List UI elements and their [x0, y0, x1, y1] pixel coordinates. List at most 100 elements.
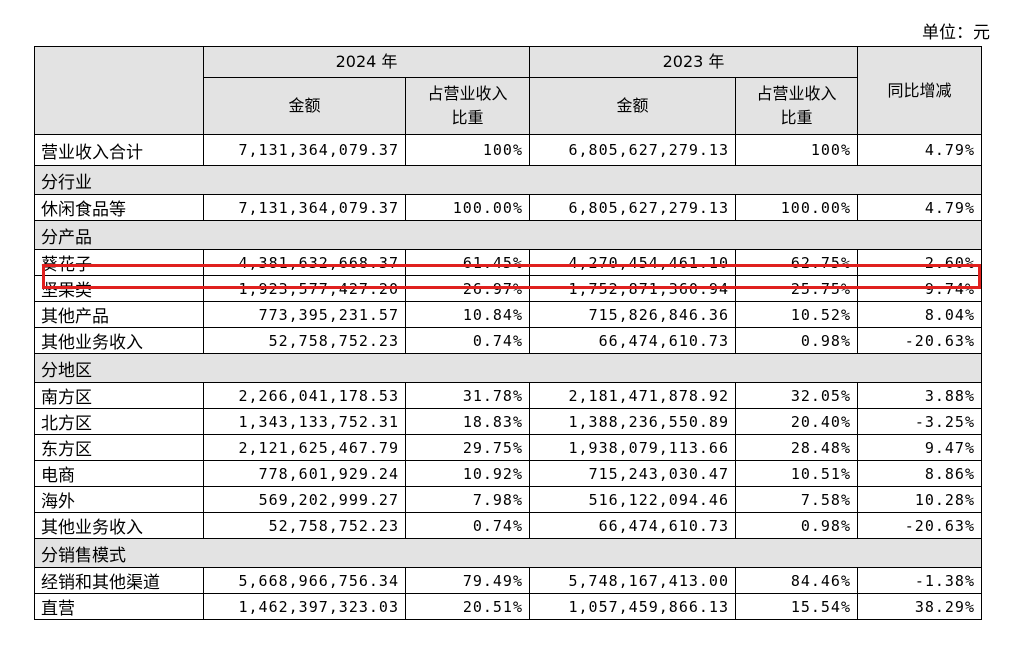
amount-2024: 569,202,999.27 — [204, 487, 406, 513]
row-label: 其他产品 — [35, 302, 204, 328]
share-2023: 0.98% — [736, 328, 858, 354]
table-row: 休闲食品等 7,131,364,079.37 100.00% 6,805,627… — [35, 195, 982, 221]
share-2023: 84.46% — [736, 568, 858, 594]
amount-2024: 7,131,364,079.37 — [204, 195, 406, 221]
share-2024: 0.74% — [406, 328, 530, 354]
amount-2023: 715,243,030.47 — [530, 461, 736, 487]
section-row-product: 分产品 — [35, 221, 982, 250]
table-row: 电商 778,601,929.24 10.92% 715,243,030.47 … — [35, 461, 982, 487]
table-row: 海外 569,202,999.27 7.98% 516,122,094.46 7… — [35, 487, 982, 513]
table-row: 葵花子 4,381,632,668.37 61.45% 4,270,454,46… — [35, 250, 982, 276]
header-year-2023: 2023 年 — [530, 47, 858, 78]
row-label: 其他业务收入 — [35, 328, 204, 354]
yoy-change: 2.60% — [858, 250, 982, 276]
yoy-change: -3.25% — [858, 409, 982, 435]
header-share-line1: 占营业收入 — [756, 84, 836, 103]
header-share-line2: 比重 — [780, 108, 812, 127]
share-2024: 100% — [406, 135, 530, 166]
amount-2024: 773,395,231.57 — [204, 302, 406, 328]
amount-2023: 6,805,627,279.13 — [530, 135, 736, 166]
share-2024: 20.51% — [406, 594, 530, 620]
share-2023: 25.75% — [736, 276, 858, 302]
amount-2024: 5,668,966,756.34 — [204, 568, 406, 594]
share-2024: 0.74% — [406, 513, 530, 539]
section-label: 分销售模式 — [35, 539, 982, 568]
row-label: 经销和其他渠道 — [35, 568, 204, 594]
amount-2024: 1,462,397,323.03 — [204, 594, 406, 620]
section-label: 分行业 — [35, 166, 982, 195]
share-2024: 61.45% — [406, 250, 530, 276]
amount-2023: 4,270,454,461.10 — [530, 250, 736, 276]
amount-2023: 715,826,846.36 — [530, 302, 736, 328]
amount-2023: 1,938,079,113.66 — [530, 435, 736, 461]
header-amount-2024: 金额 — [204, 78, 406, 135]
yoy-change: -20.63% — [858, 513, 982, 539]
yoy-change: 8.04% — [858, 302, 982, 328]
share-2023: 15.54% — [736, 594, 858, 620]
row-label: 休闲食品等 — [35, 195, 204, 221]
table-row: 北方区 1,343,133,752.31 18.83% 1,388,236,55… — [35, 409, 982, 435]
table-row: 其他产品 773,395,231.57 10.84% 715,826,846.3… — [35, 302, 982, 328]
row-label: 东方区 — [35, 435, 204, 461]
yoy-change: 8.86% — [858, 461, 982, 487]
section-row-industry: 分行业 — [35, 166, 982, 195]
amount-2023: 5,748,167,413.00 — [530, 568, 736, 594]
amount-2023: 6,805,627,279.13 — [530, 195, 736, 221]
share-2024: 29.75% — [406, 435, 530, 461]
section-label: 分产品 — [35, 221, 982, 250]
amount-2024: 52,758,752.23 — [204, 513, 406, 539]
table-row: 东方区 2,121,625,467.79 29.75% 1,938,079,11… — [35, 435, 982, 461]
amount-2024: 1,923,577,427.20 — [204, 276, 406, 302]
header-year-2024: 2024 年 — [204, 47, 530, 78]
header-amount-2023: 金额 — [530, 78, 736, 135]
share-2024: 31.78% — [406, 383, 530, 409]
header-blank-cell — [35, 47, 204, 135]
share-2023: 10.51% — [736, 461, 858, 487]
share-2024: 10.92% — [406, 461, 530, 487]
row-label: 葵花子 — [35, 250, 204, 276]
share-2023: 28.48% — [736, 435, 858, 461]
row-label: 直营 — [35, 594, 204, 620]
yoy-change: -20.63% — [858, 328, 982, 354]
amount-2024: 778,601,929.24 — [204, 461, 406, 487]
unit-label: 单位：元 — [860, 18, 990, 43]
header-yoy: 同比增减 — [858, 47, 982, 135]
amount-2024: 7,131,364,079.37 — [204, 135, 406, 166]
amount-2024: 2,266,041,178.53 — [204, 383, 406, 409]
amount-2023: 516,122,094.46 — [530, 487, 736, 513]
table-row: 其他业务收入 52,758,752.23 0.74% 66,474,610.73… — [35, 513, 982, 539]
yoy-change: 38.29% — [858, 594, 982, 620]
share-2023: 10.52% — [736, 302, 858, 328]
share-2024: 26.97% — [406, 276, 530, 302]
header-row-years: 2024 年 2023 年 同比增减 — [35, 47, 982, 78]
share-2023: 100.00% — [736, 195, 858, 221]
amount-2024: 1,343,133,752.31 — [204, 409, 406, 435]
header-share-2024: 占营业收入 比重 — [406, 78, 530, 135]
amount-2023: 1,388,236,550.89 — [530, 409, 736, 435]
yoy-change: 4.79% — [858, 135, 982, 166]
table-row-total: 营业收入合计 7,131,364,079.37 100% 6,805,627,2… — [35, 135, 982, 166]
share-2023: 32.05% — [736, 383, 858, 409]
share-2023: 0.98% — [736, 513, 858, 539]
table-row: 南方区 2,266,041,178.53 31.78% 2,181,471,87… — [35, 383, 982, 409]
share-2024: 79.49% — [406, 568, 530, 594]
amount-2023: 66,474,610.73 — [530, 328, 736, 354]
amount-2024: 52,758,752.23 — [204, 328, 406, 354]
yoy-change: 10.28% — [858, 487, 982, 513]
row-label: 营业收入合计 — [35, 135, 204, 166]
share-2023: 100% — [736, 135, 858, 166]
share-2023: 20.40% — [736, 409, 858, 435]
section-row-sales-mode: 分销售模式 — [35, 539, 982, 568]
section-label: 分地区 — [35, 354, 982, 383]
row-label: 其他业务收入 — [35, 513, 204, 539]
share-2024: 10.84% — [406, 302, 530, 328]
share-2023: 62.75% — [736, 250, 858, 276]
row-label: 南方区 — [35, 383, 204, 409]
amount-2023: 1,057,459,866.13 — [530, 594, 736, 620]
yoy-change: 3.88% — [858, 383, 982, 409]
row-label: 坚果类 — [35, 276, 204, 302]
row-label: 海外 — [35, 487, 204, 513]
share-2024: 18.83% — [406, 409, 530, 435]
table-row: 直营 1,462,397,323.03 20.51% 1,057,459,866… — [35, 594, 982, 620]
row-label: 北方区 — [35, 409, 204, 435]
